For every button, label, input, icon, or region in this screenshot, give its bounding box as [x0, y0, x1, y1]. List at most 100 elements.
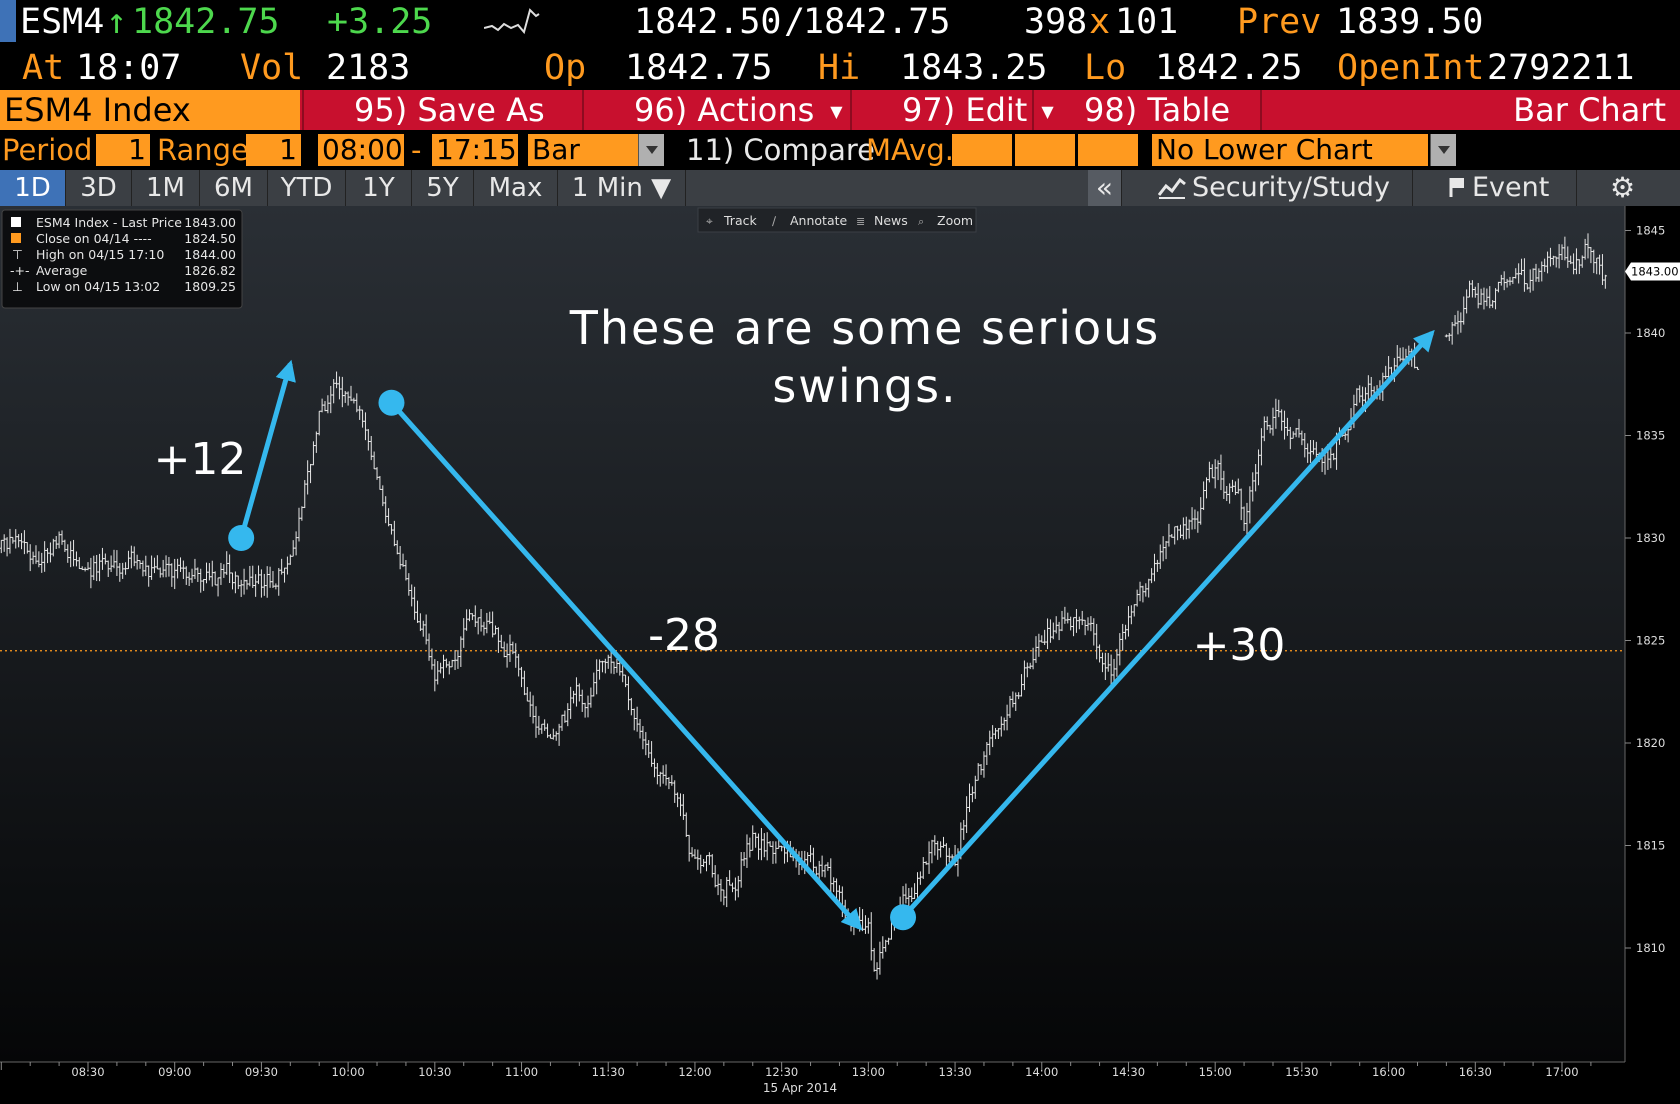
- tab-3d[interactable]: 3D: [66, 170, 132, 206]
- tab-5y[interactable]: 5Y: [412, 170, 474, 206]
- gear-icon[interactable]: ⚙: [1610, 171, 1636, 204]
- table-button[interactable]: 98) Table: [1032, 90, 1260, 130]
- save-as-button[interactable]: 95) Save As: [302, 90, 582, 130]
- mavg-label[interactable]: MAvg.: [866, 133, 954, 167]
- x-tick-label: 09:00: [158, 1065, 191, 1079]
- event-button[interactable]: Event: [1448, 170, 1549, 206]
- y-tick-label: 1825: [1636, 634, 1665, 648]
- legend-swatch-last: [11, 217, 21, 227]
- y-tick-label: 1820: [1636, 736, 1665, 750]
- legend-label: ESM4 Index - Last Price: [36, 215, 182, 230]
- collapse-button[interactable]: «: [1088, 170, 1122, 206]
- security-title[interactable]: ESM4 Index: [0, 90, 300, 130]
- ticker-marker: [0, 0, 16, 42]
- ticker-symbol[interactable]: ESM4: [20, 2, 105, 42]
- menu-bar: ESM4 Index 95) Save As 96) Actions ▼ 97) …: [0, 90, 1680, 130]
- chart-legend[interactable]: ESM4 Index - Last Price 1843.00 Close on…: [1, 209, 243, 309]
- x-tick-label: 11:30: [592, 1065, 625, 1079]
- x-tick-label: 15:30: [1285, 1065, 1318, 1079]
- x-tick-label: 14:00: [1025, 1065, 1058, 1079]
- bar-type-select[interactable]: Bar: [528, 134, 638, 166]
- chart-type-title: Bar Chart: [1513, 91, 1666, 129]
- legend-value: 1844.00: [184, 247, 236, 262]
- track-button[interactable]: ⌖ Track: [706, 213, 757, 228]
- annotate-button[interactable]: ∕ Annotate: [772, 213, 848, 228]
- bid-ask-separator: /: [784, 2, 806, 42]
- swing-label-down: -28: [648, 610, 720, 661]
- headline-line-1: These are some serious: [569, 301, 1161, 355]
- open-interest: 2792211: [1487, 48, 1635, 88]
- high-label: Hi: [818, 48, 861, 88]
- quote-line-2: At 18:07 Vol 2183 Op 1842.75 Hi 1843.25 …: [0, 46, 1680, 90]
- period-field[interactable]: 1: [96, 134, 150, 166]
- swing-label-up2: +30: [1193, 620, 1286, 671]
- tab-1m[interactable]: 1M: [132, 170, 200, 206]
- edit-label: 97) Edit: [902, 91, 1028, 129]
- time-from-field[interactable]: 08:00: [318, 134, 404, 166]
- swing-arrow-start-dot: [228, 525, 255, 551]
- price-bar: [1415, 366, 1420, 370]
- legend-label: High on 04/15 17:10: [36, 247, 164, 262]
- legend-row: ESM4 Index - Last Price 1843.00: [11, 215, 236, 230]
- compare-button[interactable]: 11) Compare: [686, 133, 875, 167]
- edit-menu[interactable]: 97) Edit ▼: [850, 90, 1054, 130]
- y-tick-label: 1835: [1636, 429, 1665, 443]
- x-tick-label: 12:30: [765, 1065, 798, 1079]
- x-tick-label: 17:00: [1545, 1065, 1578, 1079]
- last-price-tag: 1843.00: [1625, 262, 1680, 281]
- x-tick-label: 13:30: [938, 1065, 971, 1079]
- tab-1y[interactable]: 1Y: [346, 170, 412, 206]
- table-label: 98) Table: [1084, 91, 1231, 129]
- x-tick-label: 12:00: [678, 1065, 711, 1079]
- mavg-field-1[interactable]: [952, 134, 1012, 166]
- range-field[interactable]: 1: [246, 134, 301, 166]
- tab-ytd[interactable]: YTD: [268, 170, 346, 206]
- tab-6m[interactable]: 6M: [200, 170, 268, 206]
- tools-divider-1: [1412, 170, 1413, 206]
- range-tabs-bar: 1D 3D 1M 6M YTD 1Y 5Y Max 1 Min ▼ « Secu…: [0, 170, 1680, 206]
- x-tick-label: 11:00: [505, 1065, 538, 1079]
- save-as-label: 95) Save As: [354, 91, 545, 129]
- tab-1d[interactable]: 1D: [0, 170, 66, 206]
- legend-row: -+- Average 1826.82: [10, 263, 236, 278]
- mavg-field-2[interactable]: [1015, 134, 1075, 166]
- mavg-field-3[interactable]: [1078, 134, 1138, 166]
- y-tick-label: 1840: [1636, 326, 1665, 340]
- interval-select[interactable]: 1 Min ▼: [558, 170, 686, 206]
- zoom-button[interactable]: ⌕ Zoom: [918, 213, 973, 228]
- news-button[interactable]: ≣ News: [856, 213, 908, 228]
- chart-toolbar: ⌖ Track ∕ Annotate ≣ News ⌕ Zoom: [697, 207, 977, 233]
- net-change: +3.25: [327, 2, 433, 42]
- legend-average-icon: -+-: [10, 263, 30, 278]
- x-axis-background: [0, 1062, 1680, 1100]
- lower-chart-select[interactable]: No Lower Chart: [1152, 134, 1428, 166]
- security-study-label: Security/Study: [1192, 172, 1390, 203]
- security-study-button[interactable]: Security/Study: [1157, 170, 1390, 206]
- tools-divider-2: [1576, 170, 1577, 206]
- legend-row: ⊤ High on 04/15 17:10 1844.00: [12, 247, 236, 262]
- actions-dropdown-icon: ▼: [830, 102, 843, 121]
- low-price: 1842.25: [1155, 48, 1303, 88]
- actions-menu[interactable]: 96) Actions ▼: [582, 90, 850, 130]
- menu-spacer: [1260, 90, 1680, 130]
- last-price-tag-label: 1843.00: [1631, 265, 1679, 279]
- vol-label: Vol: [240, 48, 304, 88]
- annotate-label: Annotate: [790, 213, 848, 228]
- swing-label-up1: +12: [154, 434, 247, 485]
- x-tick-label: 08:30: [71, 1065, 104, 1079]
- zoom-label: Zoom: [937, 213, 973, 228]
- y-tick-label: 1815: [1636, 839, 1665, 853]
- tab-max[interactable]: Max: [474, 170, 558, 206]
- legend-low-icon: ⊥: [12, 279, 23, 294]
- news-icon: ≣: [856, 215, 865, 228]
- time-to-field[interactable]: 17:15: [432, 134, 518, 166]
- lower-chart-dropdown-icon[interactable]: [1430, 134, 1456, 166]
- price-chart[interactable]: 1810 1815 1820 1825 1830 1835 1840 1845 08:30 09…: [0, 206, 1680, 1100]
- legend-value: 1826.82: [184, 263, 236, 278]
- plot-background: [0, 206, 1625, 1062]
- legend-label: Low on 04/15 13:02: [36, 279, 160, 294]
- event-label: Event: [1472, 172, 1550, 203]
- x-axis-ticks: 08:30 09:00 09:30 10:00 10:30 11:00 11:30 12:00…: [0, 1062, 1592, 1079]
- bar-type-dropdown-icon[interactable]: [638, 134, 664, 166]
- last-price: 1842.75: [132, 2, 280, 42]
